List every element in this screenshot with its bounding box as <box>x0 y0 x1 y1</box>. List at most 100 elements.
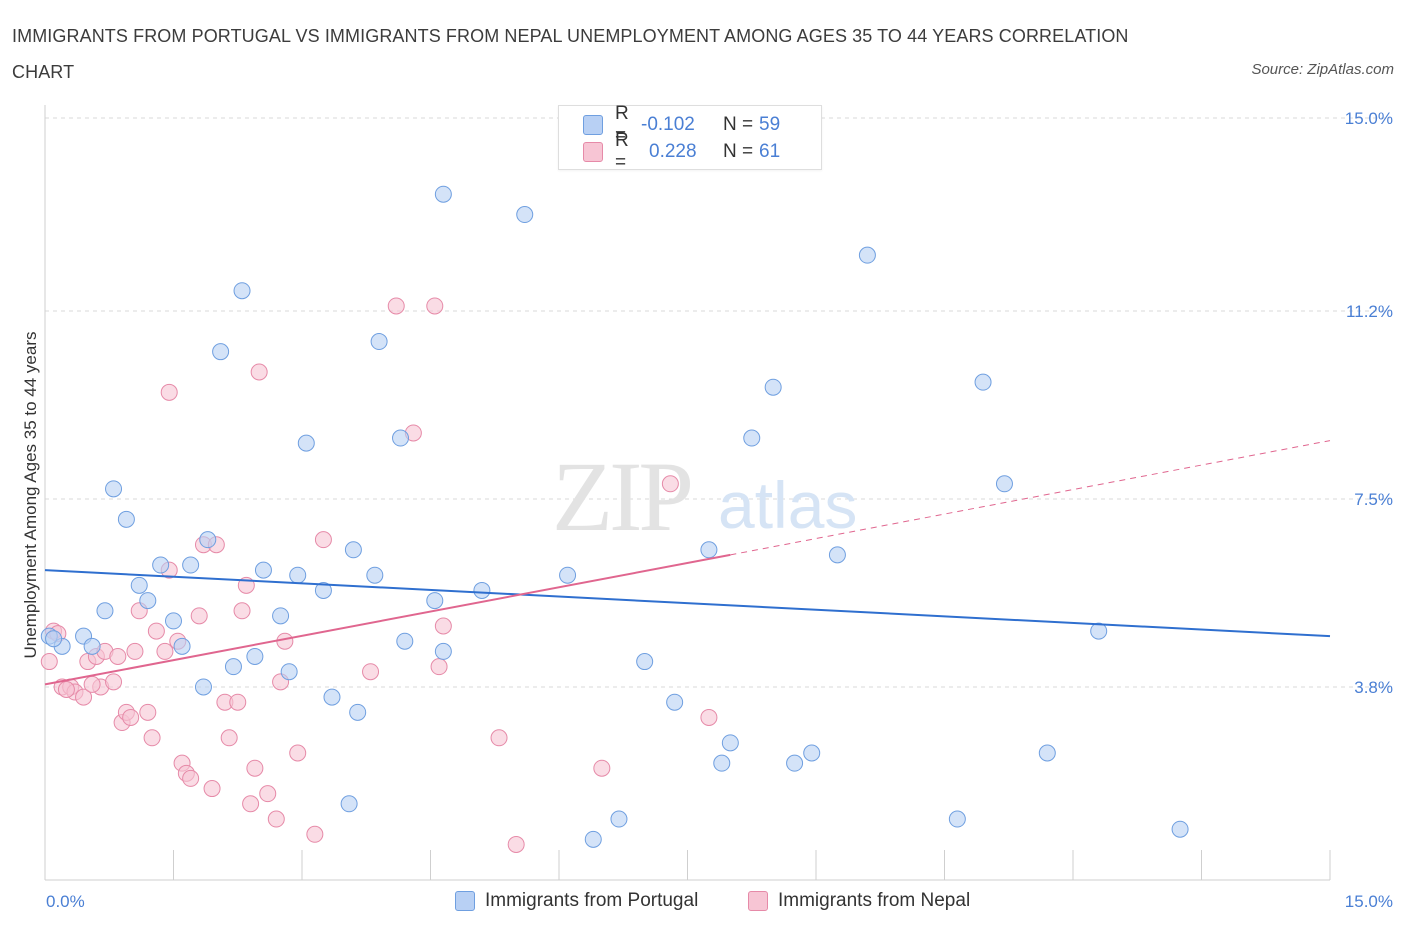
source-label: Source: ZipAtlas.com <box>1251 61 1394 78</box>
portugal-point <box>173 637 191 655</box>
legend-n-label: N = <box>723 141 754 162</box>
portugal-point <box>974 373 992 391</box>
nepal-point <box>426 297 444 315</box>
nepal-point <box>220 729 238 747</box>
portugal-point <box>743 429 761 447</box>
legend-r-value: -0.102 <box>641 114 695 135</box>
nepal-point <box>593 759 611 777</box>
bottom-legend-label: Immigrants from Nepal <box>778 890 971 911</box>
portugal-point <box>105 480 123 498</box>
portugal-point <box>280 663 298 681</box>
y-tick-label: 3.8% <box>1354 678 1393 697</box>
nepal-point <box>259 785 277 803</box>
nepal-point <box>430 658 448 676</box>
legend-n-value: 59 <box>759 114 781 135</box>
bottom-legend-label: Immigrants from Portugal <box>485 890 699 911</box>
portugal-points <box>40 185 1189 848</box>
nepal-trend-line <box>44 553 731 686</box>
portugal-point <box>1090 622 1108 640</box>
correlation-legend: R = -0.102 N = 59 R = 0.228 N = 61 <box>558 103 822 173</box>
watermark-atlas: atlas <box>718 468 857 542</box>
portugal-point <box>721 734 739 752</box>
watermark-zip: ZIP <box>552 441 690 552</box>
bottom-legend-portugal: Immigrants from Portugal <box>455 890 698 912</box>
portugal-point <box>370 333 388 351</box>
nepal-point <box>40 653 58 671</box>
portugal-point <box>224 658 242 676</box>
portugal-swatch <box>455 891 475 911</box>
nepal-point <box>160 383 178 401</box>
portugal-point <box>199 531 217 549</box>
portugal-point <box>45 630 63 648</box>
nepal-point <box>507 835 525 853</box>
x-tick-label: 15.0% <box>1345 892 1393 911</box>
legend-r-label: R = <box>615 103 629 146</box>
x-tick-label: 0.0% <box>46 892 85 911</box>
portugal-point <box>1038 744 1056 762</box>
portugal-point <box>948 810 966 828</box>
portugal-point <box>289 566 307 584</box>
nepal-point <box>203 780 221 798</box>
nepal-point <box>289 744 307 762</box>
y-tick-label: 11.2% <box>1346 302 1393 321</box>
portugal-point <box>426 592 444 610</box>
portugal-point <box>340 795 358 813</box>
portugal-point <box>473 581 491 599</box>
y-axis-label: Unemployment Among Ages 35 to 44 years <box>21 332 40 659</box>
legend-row-portugal: R = -0.102 N = 59 <box>583 103 781 146</box>
nepal-swatch <box>583 142 603 162</box>
nepal-point <box>83 675 101 693</box>
portugal-point <box>396 632 414 650</box>
portugal-point <box>366 566 384 584</box>
portugal-point <box>349 703 367 721</box>
watermark: ZIP atlas <box>552 441 857 552</box>
tick-labels: 3.8% 7.5% 11.2% 15.0% 0.0% 15.0% <box>46 109 1393 911</box>
nepal-point <box>276 632 294 650</box>
nepal-point <box>139 703 157 721</box>
legend-r-value: 0.228 <box>649 141 697 162</box>
portugal-point <box>1171 820 1189 838</box>
portugal-point <box>182 556 200 574</box>
portugal-point <box>858 246 876 264</box>
nepal-point <box>661 475 679 493</box>
nepal-point <box>147 622 165 640</box>
portugal-point <box>254 561 272 579</box>
nepal-point <box>75 688 93 706</box>
portugal-point <box>434 185 452 203</box>
portugal-point <box>995 475 1013 493</box>
nepal-point <box>190 607 208 625</box>
legend-n-value: 61 <box>759 141 781 162</box>
portugal-point <box>212 343 230 361</box>
nepal-point <box>387 297 405 315</box>
legend-row-nepal: R = 0.228 N = 61 <box>583 130 781 173</box>
nepal-point <box>109 647 127 665</box>
nepal-point <box>242 795 260 813</box>
nepal-point <box>362 663 380 681</box>
portugal-point <box>139 592 157 610</box>
grid-lines <box>45 117 1390 688</box>
portugal-point <box>392 429 410 447</box>
portugal-point <box>194 678 212 696</box>
portugal-point <box>666 693 684 711</box>
portugal-point <box>297 434 315 452</box>
nepal-point <box>105 673 123 691</box>
portugal-point <box>584 830 602 848</box>
trend-lines <box>44 440 1331 686</box>
portugal-point <box>314 581 332 599</box>
nepal-point <box>122 708 140 726</box>
nepal-point <box>246 759 264 777</box>
nepal-point <box>229 693 247 711</box>
nepal-point <box>57 681 75 698</box>
axes <box>44 105 1331 881</box>
portugal-point <box>713 754 731 772</box>
portugal-point <box>700 541 718 559</box>
nepal-point <box>306 825 324 843</box>
portugal-point <box>165 612 182 630</box>
nepal-points <box>40 145 718 853</box>
nepal-swatch <box>748 891 768 911</box>
y-tick-label: 15.0% <box>1345 109 1393 128</box>
nepal-point <box>156 642 174 660</box>
portugal-point <box>323 688 341 706</box>
portugal-trend-line <box>44 569 1331 638</box>
y-tick-label: 7.5% <box>1354 490 1393 509</box>
